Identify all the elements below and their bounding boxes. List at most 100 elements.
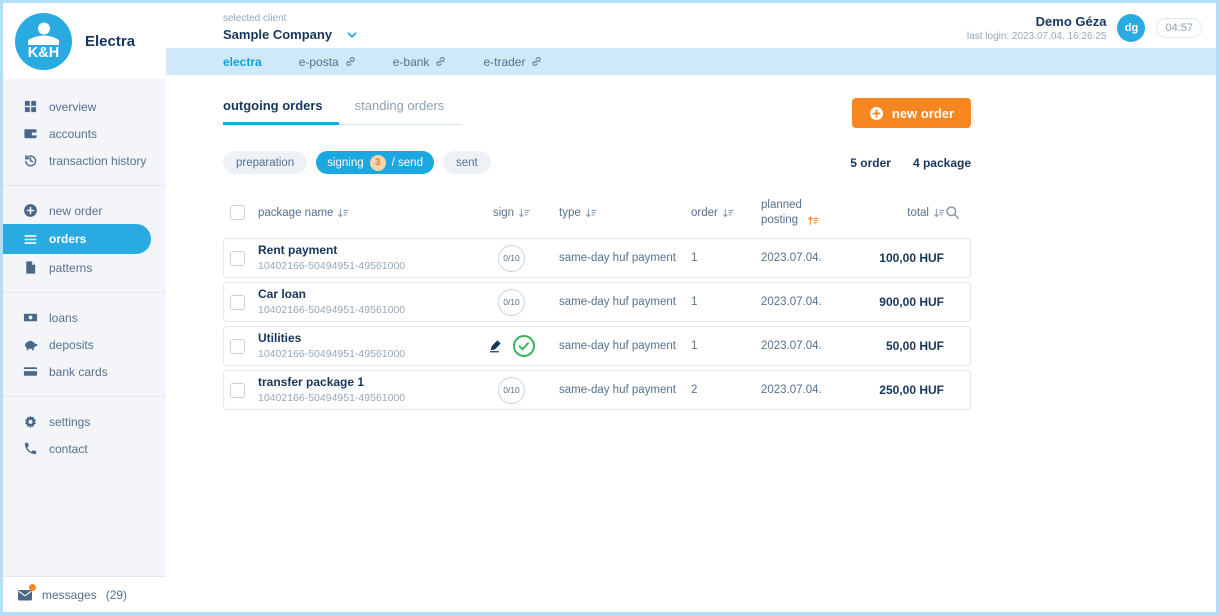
sidebar-item-label: new order: [49, 203, 103, 218]
topbar: selected client Sample Company Demo Géza…: [166, 3, 1216, 48]
column-label: type: [559, 206, 581, 219]
link-icon: [435, 56, 446, 67]
brand-panel: K&H Electra: [3, 3, 166, 79]
sort-icon[interactable]: [722, 207, 734, 219]
sidebar-item-label: transaction history: [49, 153, 147, 168]
package-name: Rent payment: [258, 243, 338, 258]
sidebar: overview accounts transaction history new o…: [3, 79, 166, 576]
table-row[interactable]: Utilities 10402166-50494951-49561000 same-…: [223, 326, 971, 366]
sign-cell: 0/10: [464, 376, 559, 404]
order-count-cell: 2: [691, 384, 698, 396]
package-name: Car loan: [258, 287, 307, 302]
app-tab-label: e-posta: [298, 54, 339, 69]
sidebar-item-transaction-history[interactable]: transaction history: [3, 147, 166, 174]
messages-icon: [17, 583, 36, 603]
selected-client-label: selected client: [223, 13, 287, 24]
content: outgoing orders standing orders new order…: [166, 75, 1216, 612]
kh-logo-icon: K&H: [15, 12, 72, 70]
total-cell: 100,00 HUF: [879, 251, 944, 265]
row-checkbox[interactable]: [230, 294, 245, 310]
column-label: package name: [258, 206, 334, 219]
search-icon[interactable]: [945, 205, 960, 220]
sort-icon[interactable]: [518, 207, 530, 219]
sign-progress-badge: 0/10: [498, 244, 525, 272]
app-tab-e-trader[interactable]: e-trader: [483, 55, 542, 69]
check-circle-icon: [512, 334, 536, 358]
select-all-checkbox[interactable]: [230, 205, 245, 220]
status-filters: preparation signing 3 / send sent: [223, 151, 491, 174]
order-count-cell: 1: [691, 296, 698, 308]
row-checkbox[interactable]: [230, 338, 245, 354]
row-checkbox[interactable]: [230, 382, 245, 398]
app-tab-electra[interactable]: electra: [223, 55, 262, 69]
sign-progress-badge: 0/10: [498, 288, 525, 316]
sidebar-item-patterns[interactable]: patterns: [3, 254, 166, 281]
column-label: total: [907, 206, 929, 219]
new-order-label: new order: [891, 105, 954, 121]
package-name-cell: transfer package 1 10402166-50494951-4956…: [258, 375, 464, 404]
table-row[interactable]: transfer package 1 10402166-50494951-4956…: [223, 370, 971, 410]
sort-icon[interactable]: [337, 207, 350, 219]
total-cell: 50,00 HUF: [885, 339, 944, 353]
piggy-icon: [23, 337, 38, 352]
filter-label: preparation: [236, 156, 295, 169]
planned-posting-cell: 2023.07.04.: [761, 384, 822, 396]
sidebar-divider: [3, 396, 166, 397]
sidebar-item-deposits[interactable]: deposits: [3, 331, 166, 358]
sign-cell: [464, 334, 559, 358]
signature-icon: [488, 339, 503, 354]
sort-icon[interactable]: [585, 207, 597, 219]
package-name: transfer package 1: [258, 375, 365, 390]
chevron-down-icon[interactable]: [346, 29, 358, 41]
order-count: 5 order: [850, 155, 891, 170]
order-count-cell: 1: [691, 252, 698, 264]
sidebar-item-label: bank cards: [49, 364, 108, 379]
sidebar-item-label: patterns: [49, 260, 93, 275]
column-label: order: [691, 206, 718, 219]
new-order-button[interactable]: new order: [851, 98, 971, 128]
sidebar-divider: [3, 185, 166, 186]
filter-label: sent: [455, 156, 478, 169]
tab-standing-orders[interactable]: standing orders: [338, 98, 461, 125]
user-name: Demo Géza: [1035, 13, 1107, 29]
sidebar-item-overview[interactable]: overview: [3, 93, 166, 120]
svg-text:K&H: K&H: [28, 45, 59, 61]
type-cell: same-day huf payment: [559, 252, 676, 264]
filter-preparation[interactable]: preparation: [223, 151, 308, 174]
sidebar-item-bank-cards[interactable]: bank cards: [3, 358, 166, 385]
app-tab-e-posta[interactable]: e-posta: [299, 55, 356, 69]
avatar[interactable]: dg: [1117, 13, 1146, 42]
user-box: Demo Géza last login: 2023.07.04. 16:26:…: [967, 13, 1202, 42]
sort-icon[interactable]: [933, 207, 945, 219]
sort-icon[interactable]: [807, 215, 819, 227]
sidebar-item-settings[interactable]: settings: [3, 408, 166, 435]
account-number: 10402166-50494951-49561000: [258, 303, 406, 316]
left-column: K&H Electra overview accounts transaction …: [3, 3, 166, 612]
sidebar-item-label: orders: [49, 232, 87, 246]
sidebar-item-label: accounts: [49, 126, 98, 141]
account-number: 10402166-50494951-49561000: [258, 391, 406, 404]
row-checkbox[interactable]: [230, 250, 245, 266]
sidebar-item-accounts[interactable]: accounts: [3, 120, 166, 147]
sidebar-item-loans[interactable]: loans: [3, 304, 166, 331]
type-cell: same-day huf payment: [559, 340, 676, 352]
sidebar-item-label: settings: [49, 414, 91, 429]
selected-client-value: Sample Company: [223, 27, 333, 42]
table-row[interactable]: Car loan 10402166-50494951-49561000 0/10 sa…: [223, 282, 971, 322]
column-header-order: order: [691, 207, 761, 219]
table-row[interactable]: Rent payment 10402166-50494951-49561000 0/…: [223, 238, 971, 278]
sidebar-item-orders[interactable]: orders: [3, 224, 151, 254]
package-name-cell: Utilities 10402166-50494951-49561000: [258, 331, 464, 360]
sidebar-divider: [3, 292, 166, 293]
filter-sent[interactable]: sent: [442, 151, 491, 174]
tab-outgoing-orders[interactable]: outgoing orders: [223, 98, 339, 125]
list-icon: [23, 232, 38, 247]
sidebar-item-contact[interactable]: contact: [3, 435, 166, 462]
history-icon: [23, 153, 38, 168]
filter-signing[interactable]: signing 3 / send: [316, 151, 434, 174]
app-tab-e-bank[interactable]: e-bank: [393, 55, 447, 69]
app-tab-label: electra: [223, 54, 262, 69]
sidebar-item-new-order[interactable]: new order: [3, 197, 166, 224]
sidebar-item-messages[interactable]: messages (29): [3, 576, 166, 612]
